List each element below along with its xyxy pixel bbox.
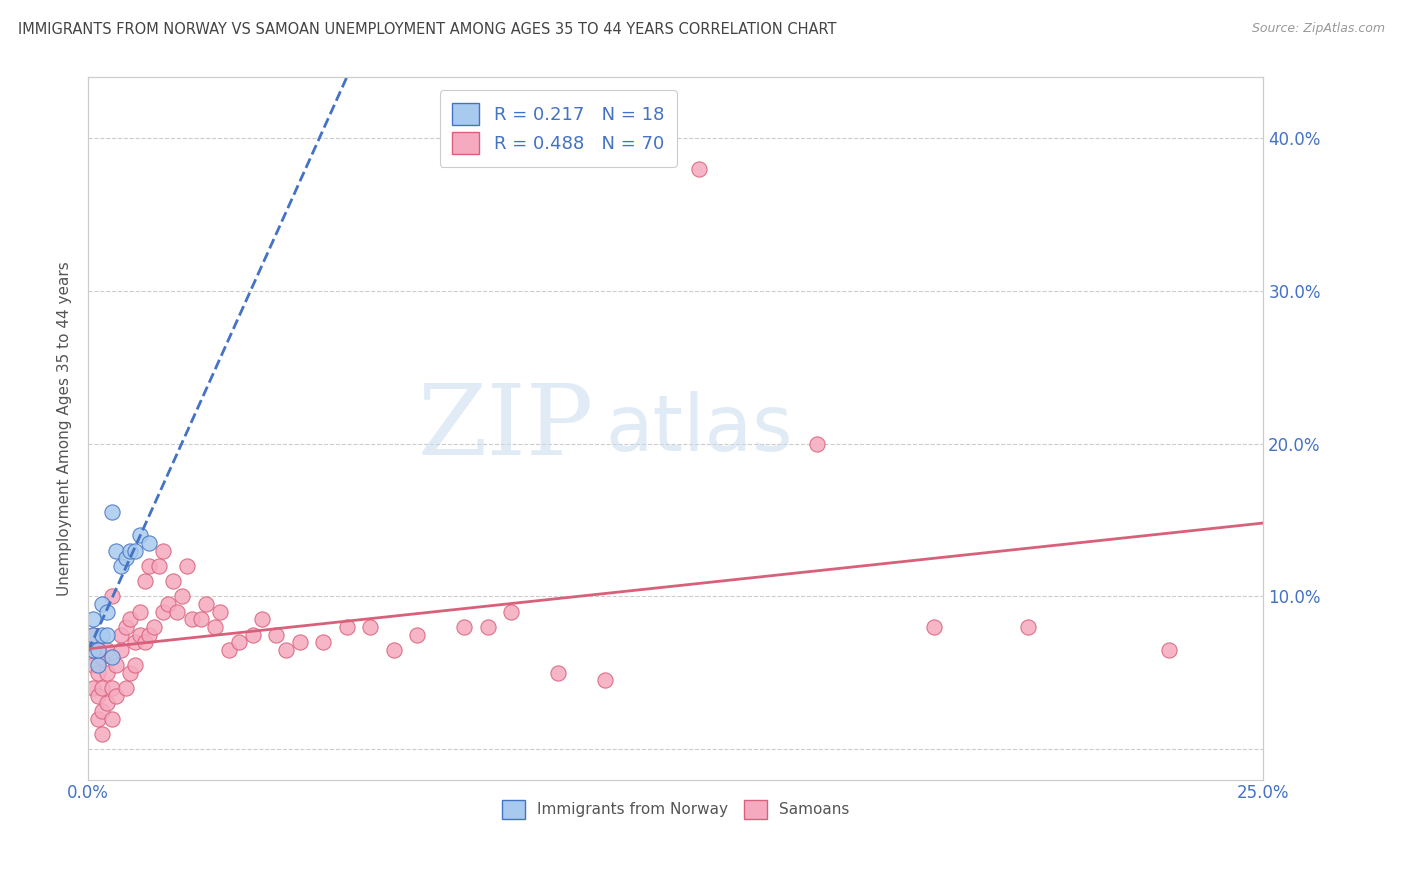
Point	[91, 597, 114, 611]
Point	[312, 635, 335, 649]
Point	[152, 543, 174, 558]
Legend: Immigrants from Norway, Samoans: Immigrants from Norway, Samoans	[496, 794, 855, 824]
Point	[194, 597, 217, 611]
Point	[138, 558, 160, 573]
Point	[91, 681, 114, 695]
Point	[166, 605, 188, 619]
Point	[96, 643, 118, 657]
Point	[110, 627, 132, 641]
Point	[86, 658, 108, 673]
Point	[688, 161, 710, 176]
Point	[274, 643, 297, 657]
Text: Source: ZipAtlas.com: Source: ZipAtlas.com	[1251, 22, 1385, 36]
Point	[91, 627, 114, 641]
Point	[110, 643, 132, 657]
Point	[86, 643, 108, 657]
Point	[120, 543, 142, 558]
Point	[114, 681, 136, 695]
Point	[242, 627, 264, 641]
Point	[82, 627, 104, 641]
Point	[124, 658, 146, 673]
Point	[228, 635, 250, 649]
Point	[157, 597, 180, 611]
Point	[86, 643, 108, 657]
Point	[204, 620, 226, 634]
Text: ZIP: ZIP	[418, 381, 593, 476]
Point	[152, 605, 174, 619]
Point	[176, 558, 198, 573]
Point	[1159, 643, 1181, 657]
Point	[91, 727, 114, 741]
Point	[138, 627, 160, 641]
Point	[128, 627, 150, 641]
Point	[114, 620, 136, 634]
Point	[359, 620, 381, 634]
Point	[288, 635, 311, 649]
Point	[250, 612, 273, 626]
Point	[180, 612, 202, 626]
Point	[82, 627, 104, 641]
Point	[105, 689, 128, 703]
Point	[477, 620, 499, 634]
Point	[86, 689, 108, 703]
Point	[100, 506, 122, 520]
Point	[105, 543, 128, 558]
Point	[100, 712, 122, 726]
Point	[264, 627, 287, 641]
Point	[922, 620, 945, 634]
Y-axis label: Unemployment Among Ages 35 to 44 years: Unemployment Among Ages 35 to 44 years	[58, 261, 72, 596]
Point	[501, 605, 523, 619]
Point	[336, 620, 359, 634]
Point	[86, 665, 108, 680]
Point	[82, 643, 104, 657]
Point	[100, 590, 122, 604]
Point	[96, 696, 118, 710]
Point	[172, 590, 194, 604]
Point	[110, 558, 132, 573]
Point	[806, 437, 828, 451]
Point	[124, 635, 146, 649]
Point	[547, 665, 569, 680]
Text: atlas: atlas	[605, 391, 793, 467]
Point	[382, 643, 405, 657]
Point	[138, 536, 160, 550]
Point	[218, 643, 240, 657]
Point	[593, 673, 616, 688]
Point	[128, 528, 150, 542]
Point	[100, 650, 122, 665]
Point	[96, 665, 118, 680]
Text: IMMIGRANTS FROM NORWAY VS SAMOAN UNEMPLOYMENT AMONG AGES 35 TO 44 YEARS CORRELAT: IMMIGRANTS FROM NORWAY VS SAMOAN UNEMPLO…	[18, 22, 837, 37]
Point	[143, 620, 166, 634]
Point	[91, 650, 114, 665]
Point	[82, 643, 104, 657]
Point	[82, 658, 104, 673]
Point	[82, 612, 104, 626]
Point	[105, 658, 128, 673]
Point	[208, 605, 231, 619]
Point	[82, 681, 104, 695]
Point	[148, 558, 170, 573]
Point	[86, 712, 108, 726]
Point	[120, 665, 142, 680]
Point	[162, 574, 184, 589]
Point	[96, 605, 118, 619]
Point	[190, 612, 212, 626]
Point	[453, 620, 475, 634]
Point	[124, 543, 146, 558]
Point	[134, 635, 156, 649]
Point	[128, 605, 150, 619]
Point	[114, 551, 136, 566]
Point	[1017, 620, 1039, 634]
Point	[96, 627, 118, 641]
Point	[100, 681, 122, 695]
Point	[120, 612, 142, 626]
Point	[406, 627, 429, 641]
Point	[134, 574, 156, 589]
Point	[91, 704, 114, 718]
